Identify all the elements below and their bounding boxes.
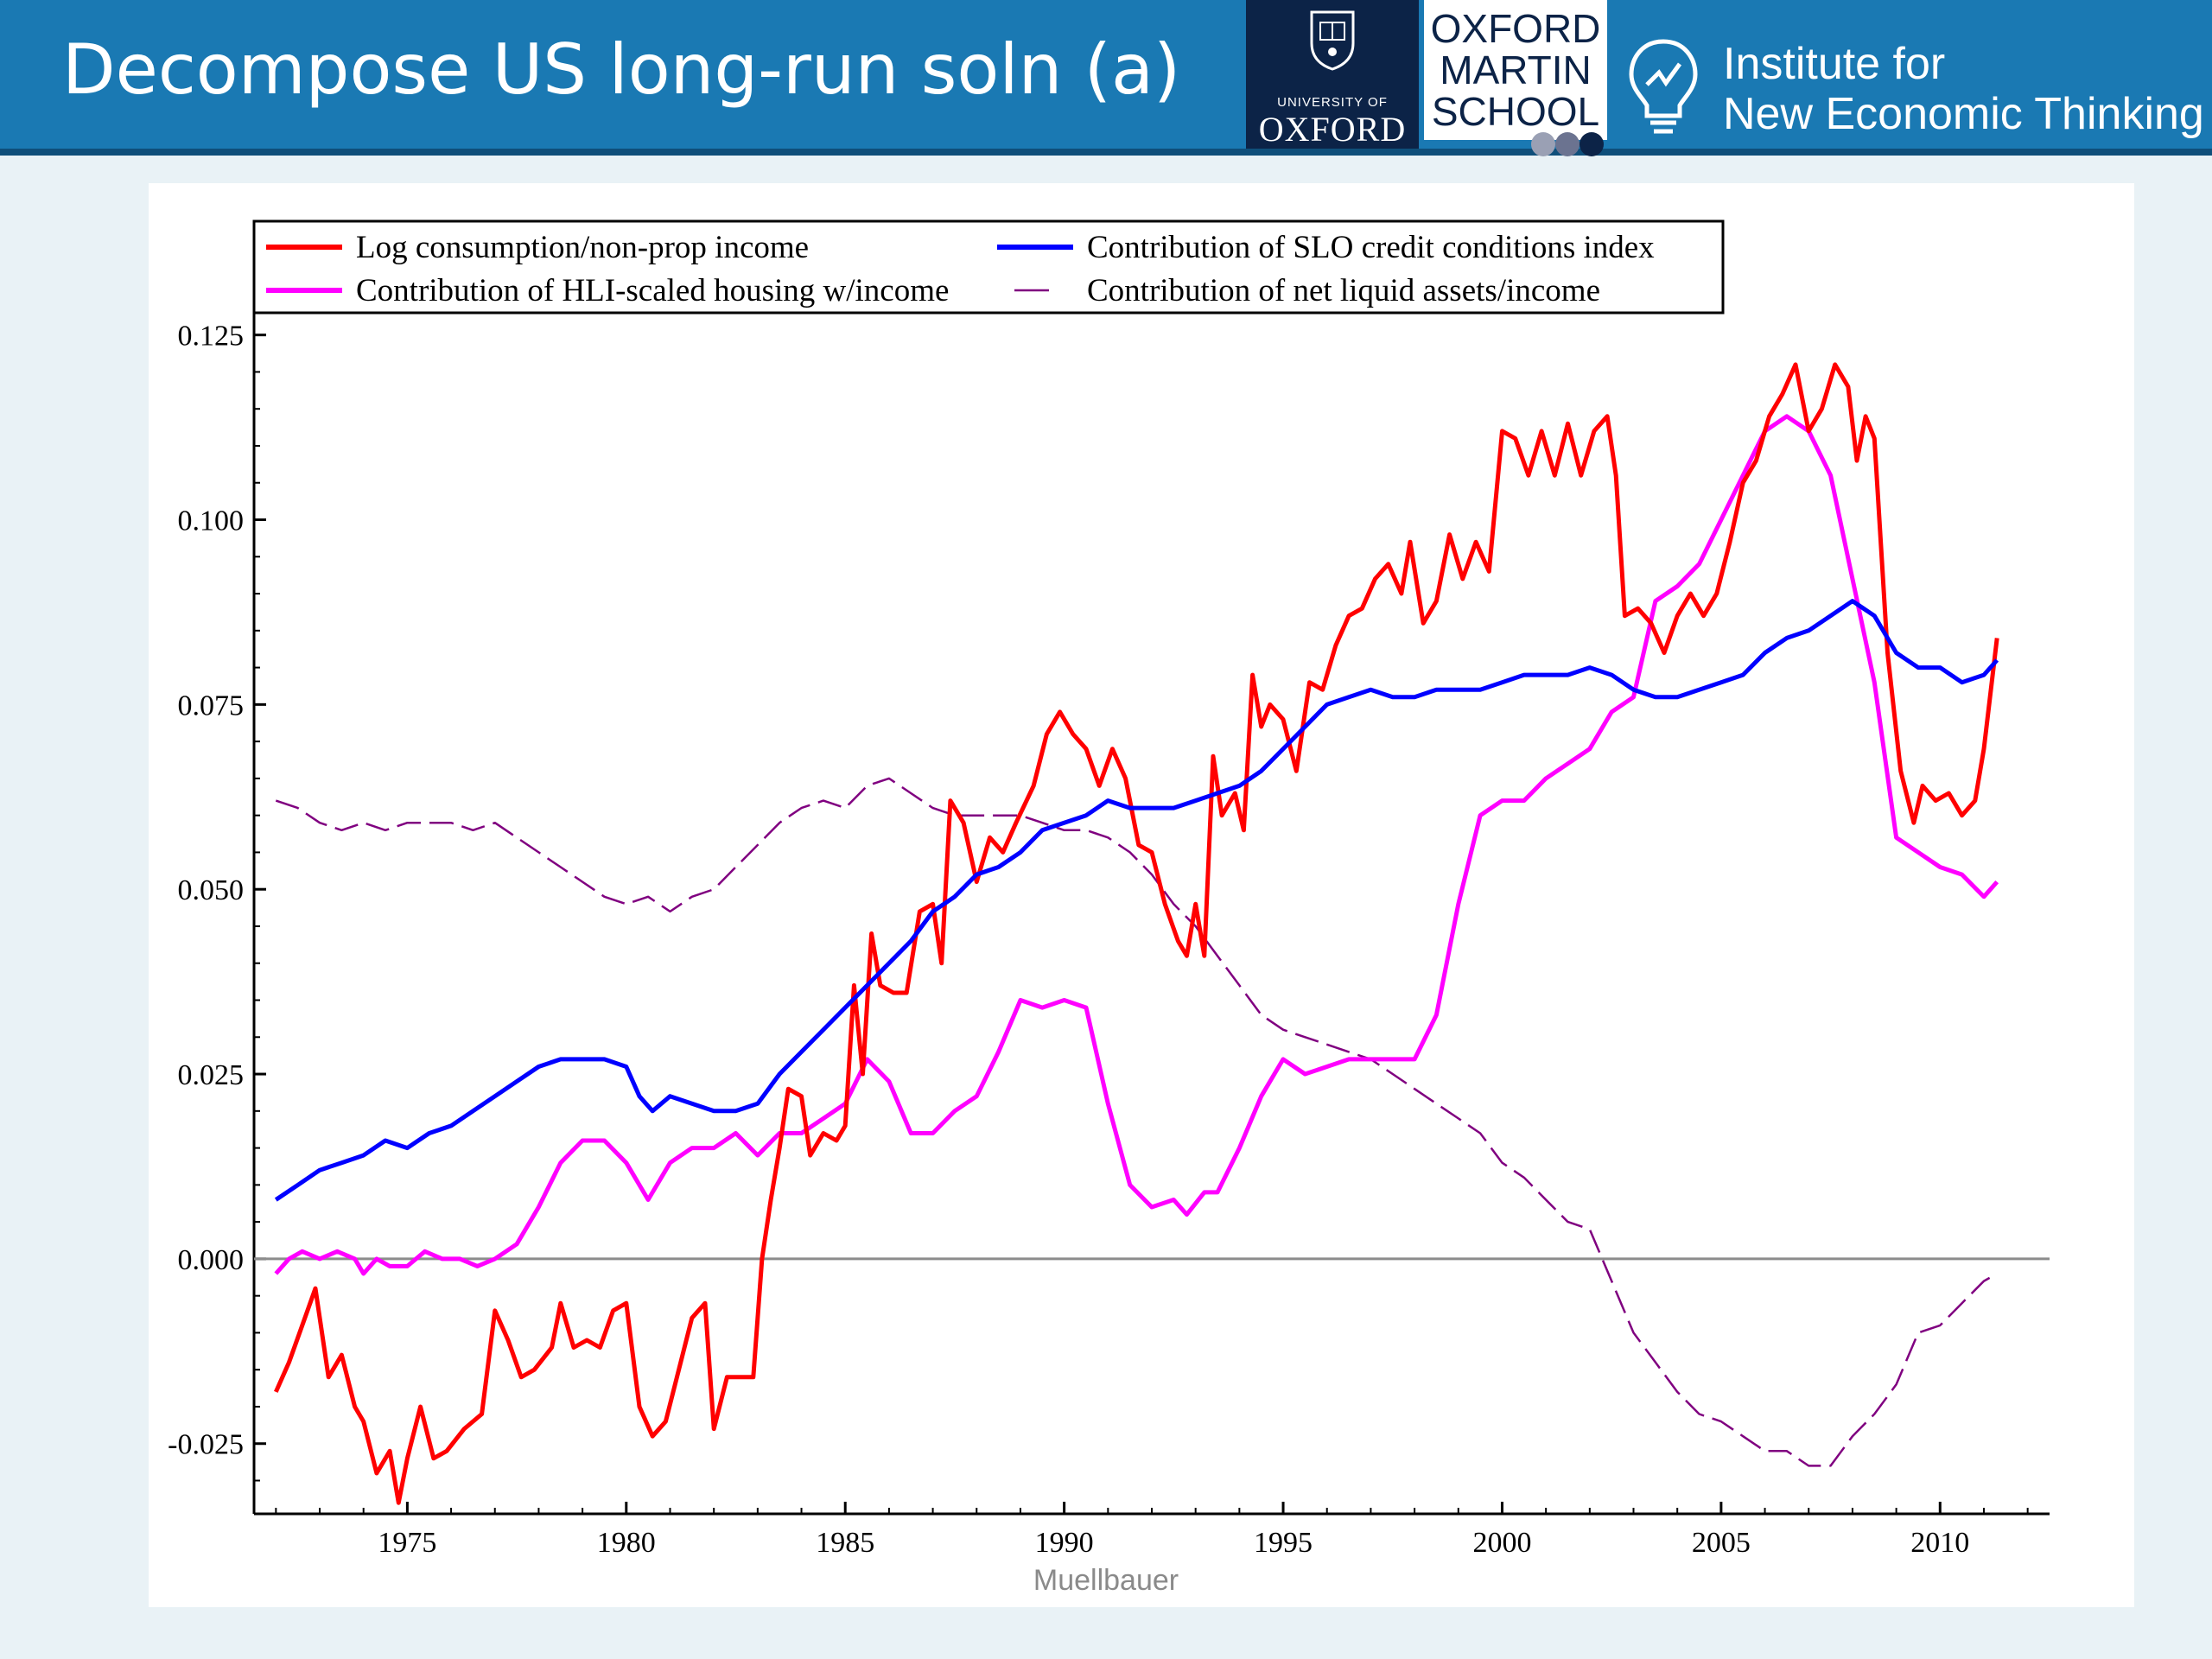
martin-line-3: SCHOOL [1431,89,1600,134]
y-tick-label: 0.125 [178,321,245,353]
y-tick-label: 0.000 [178,1244,245,1276]
inet-line-2: New Economic Thinking [1723,89,2204,139]
oxford-label: OXFORD [1258,110,1407,149]
legend-label-2: Contribution of SLO credit conditions in… [1087,230,1655,265]
author-footer: Muellbauer [1033,1564,1179,1597]
y-tick-label: -0.025 [168,1429,244,1461]
oxford-martin-school-logo: OXFORD MARTIN SCHOOL [1424,0,1607,140]
oxford-university-label: UNIVERSITY OF [1277,95,1388,110]
lightbulb-icon [1629,39,1698,134]
header-rule [0,149,2212,156]
y-tick-label: 0.025 [178,1059,245,1091]
x-tick-label: 2000 [1472,1527,1531,1559]
legend-box [252,219,1725,315]
x-tick-label: 1980 [597,1527,656,1559]
y-tick-label: 0.075 [178,690,245,721]
series-line-1 [274,362,1999,1505]
legend-label-3: Contribution of HLI-scaled housing w/inc… [356,273,949,308]
legend-label-1: Log consumption/non-prop income [356,230,809,265]
x-tick-label: 1995 [1254,1527,1313,1559]
inet-line-1: Institute for [1723,39,1946,89]
y-tick-label: 0.050 [178,874,245,906]
oxford-crest-icon [1310,10,1355,71]
inet-logo: Institute for New Economic Thinking [1616,0,2212,149]
series-line-2 [274,599,1999,1202]
martin-line-1: OXFORD [1430,6,1601,51]
x-tick-label: 1975 [378,1527,436,1559]
x-tick-label: 1990 [1035,1527,1094,1559]
legend-label-4: Contribution of net liquid assets/income [1087,273,1600,308]
x-tick-label: 2005 [1692,1527,1751,1559]
martin-line-2: MARTIN [1440,48,1592,92]
line-chart: -0.025 0.000 0.025 0.050 0.075 0.100 0.125 1975… [168,219,2050,1559]
slide-title: Decompose US long-run soln (a) [62,29,1181,110]
header-bar: Decompose US long-run soln (a) [0,0,2212,149]
x-tick-label: 1985 [816,1527,874,1559]
x-tick-label: 2010 [1910,1527,1969,1559]
series-line-4 [275,777,1998,1467]
chart-panel: -0.025 0.000 0.025 0.050 0.075 0.100 0.125 1975… [149,183,2134,1607]
martin-dots-icon [1531,132,1604,156]
y-tick-label: 0.100 [178,505,245,537]
series-line-3 [274,414,1999,1276]
oxford-logo: UNIVERSITY OF OXFORD [1246,0,1419,149]
